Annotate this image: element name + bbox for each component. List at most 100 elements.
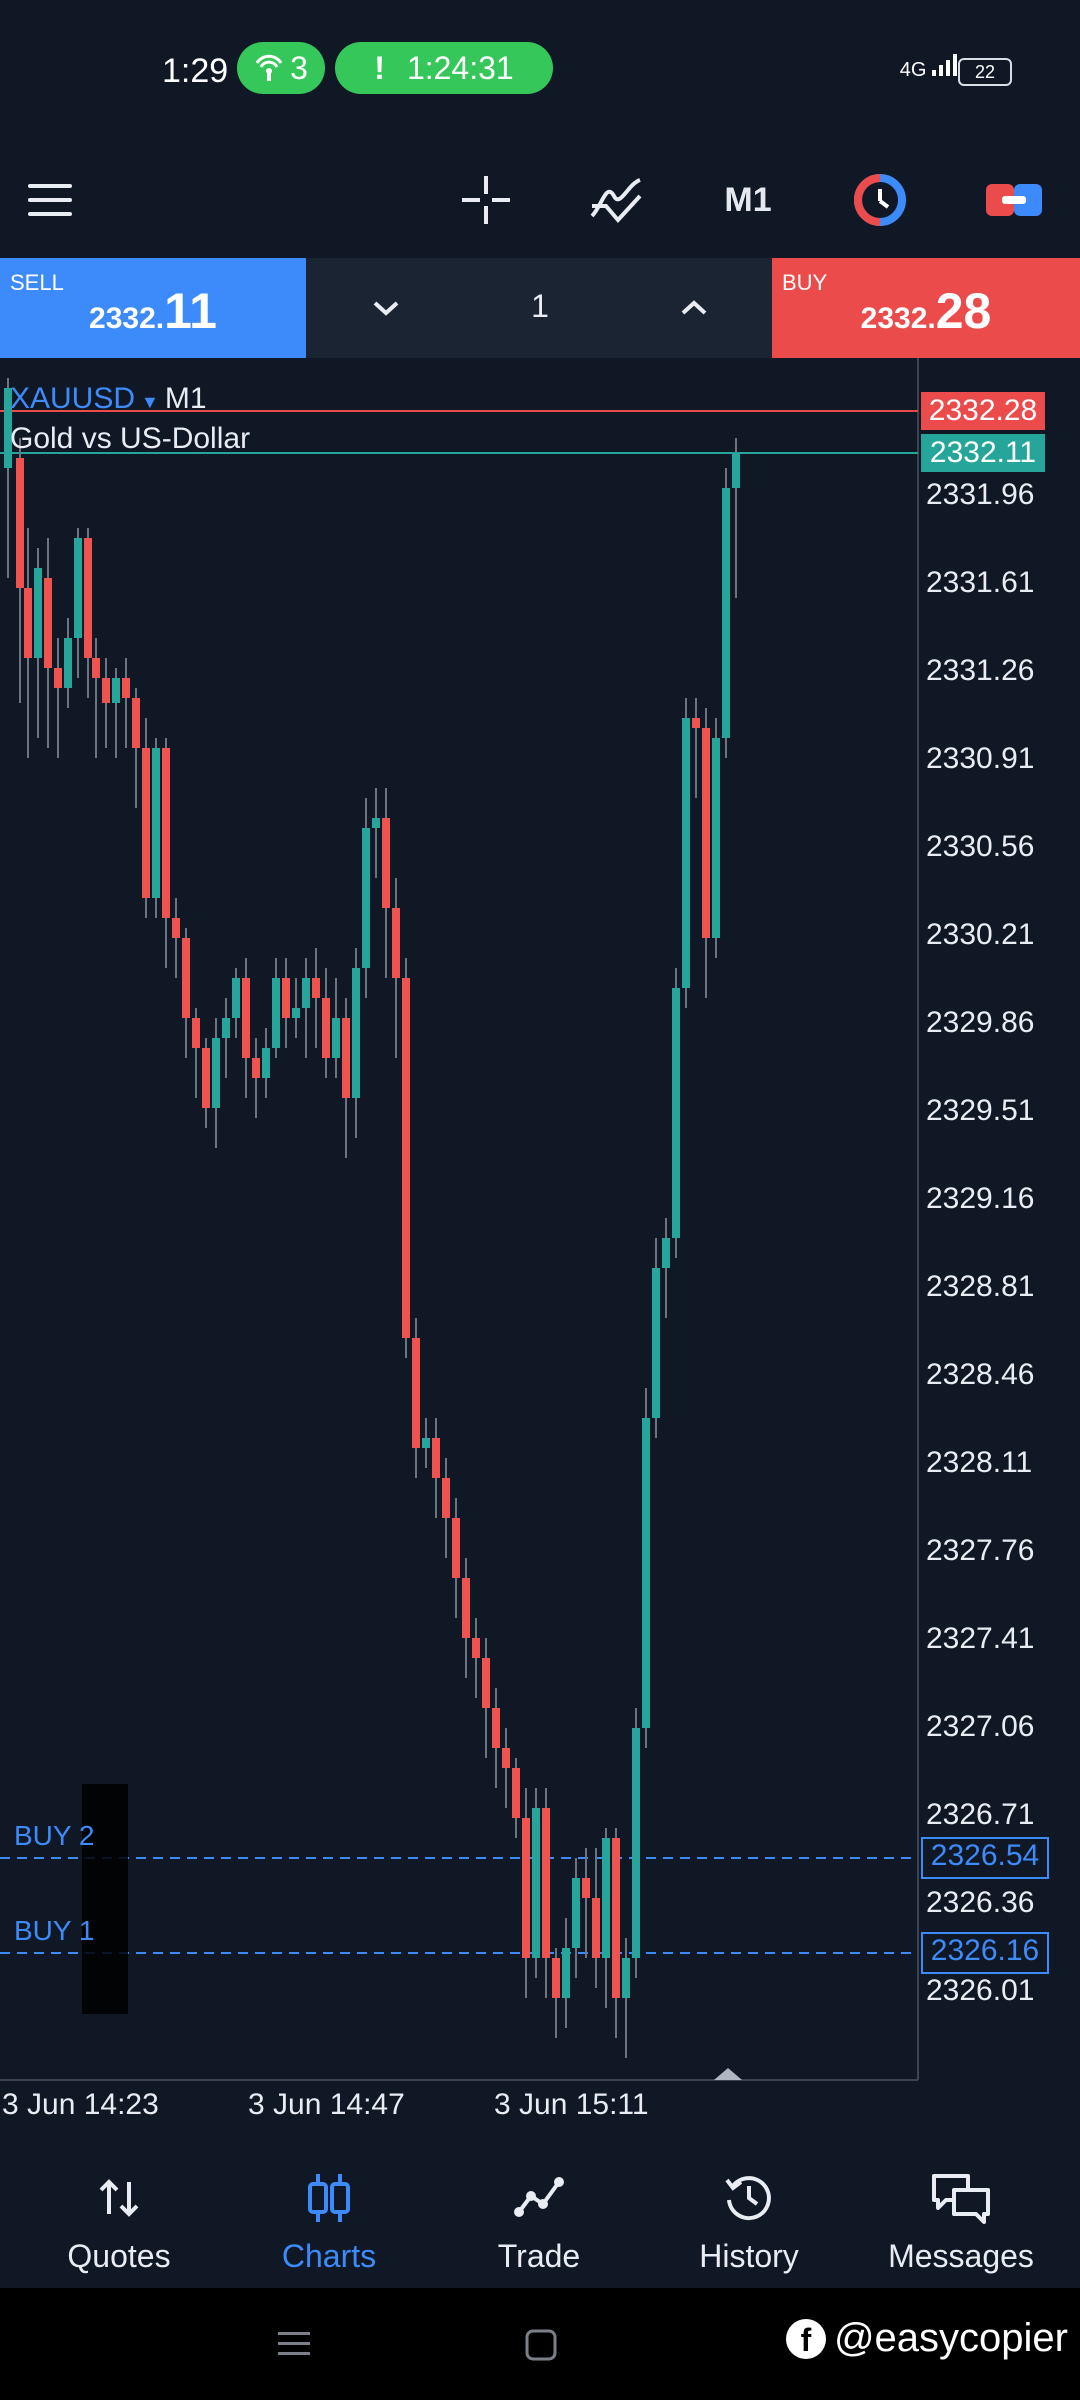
candle-body [402,978,410,1338]
nav-messages[interactable]: Messages [866,2168,1056,2275]
candle-body [532,1808,540,1958]
status-time: 1:29 [162,52,229,90]
one-click-trading-button[interactable] [844,164,916,236]
order-price-tag-buy-2: 2326.54 [921,1837,1049,1879]
hotspot-icon [255,54,283,81]
candle-body [552,1958,560,1998]
price-axis-label: 2331.96 [926,478,1035,511]
indicators-button[interactable] [580,164,652,236]
facebook-icon: f [785,2318,826,2359]
battery-indicator: 22 [958,58,1012,86]
candle-body [602,1838,610,1958]
candle-body [562,1948,570,1998]
candle-body [692,718,700,728]
trend-icon [514,2177,564,2217]
order-label-buy-2[interactable]: BUY 2 [14,1820,95,1851]
buy-button[interactable]: BUY 2332.28 [772,258,1080,358]
nav-charts-label: Charts [281,2238,377,2274]
crosshair-button[interactable] [450,164,522,236]
candle-body [262,1048,270,1078]
candle-body [252,1058,260,1078]
symbol-info[interactable]: XAUUSD ▼ M1 [10,382,207,416]
candle-body [16,458,24,588]
candle-body [64,638,72,688]
messages-icon [932,2174,990,2224]
nav-trade-label: Trade [497,2238,581,2274]
nav-history[interactable]: History [654,2168,844,2275]
candle-body [232,978,240,1018]
hotspot-count: 3 [290,49,308,86]
candle-body [312,978,320,998]
candlestick-plot [0,358,919,2081]
candle-body [672,988,680,1238]
time-axis-label: 3 Jun 14:23 [2,2088,159,2121]
sell-price-main: 2332. [89,302,165,335]
nav-quotes-label: Quotes [67,2238,171,2274]
nav-charts[interactable]: Charts [234,2168,424,2275]
candle-body [122,678,130,698]
sell-button[interactable]: SELL 2332.11 [0,258,306,358]
timeframe-button[interactable]: M1 [712,164,784,236]
lot-decrease-button[interactable] [354,276,418,340]
candle-body [512,1768,520,1818]
price-chart[interactable]: XAUUSD ▼ M1 Gold vs US-Dollar 2332.28 2332… [0,358,1080,2100]
order-price-tag-buy-1: 2326.16 [921,1932,1049,1974]
candle-body [632,1728,640,1958]
chevron-up-icon [681,300,707,315]
buy-price-pips: 28 [935,283,992,339]
one-click-icon [854,174,906,226]
candle-body [482,1658,490,1708]
arrows-updown-icon [99,2179,139,2217]
candle-body [352,968,360,1098]
candle-body [442,1478,450,1518]
nav-trade[interactable]: Trade [444,2168,634,2275]
candle-body [192,1018,200,1048]
price-axis-label: 2328.46 [926,1358,1035,1391]
chart-toolbar: M1 [0,140,1080,260]
candle-body [372,818,380,828]
candle-body [292,1008,300,1018]
candle-body [382,818,390,908]
candle-body [582,1878,590,1898]
nav-quotes[interactable]: Quotes [24,2168,214,2275]
recent-apps-icon[interactable] [276,2328,312,2360]
candle-body [422,1438,430,1448]
candle-body [162,748,170,918]
order-label-buy-1[interactable]: BUY 1 [14,1915,95,1946]
call-timer: 1:24:31 [406,49,514,86]
trade-panel-icon [986,184,1042,216]
trade-panel-button[interactable] [978,164,1050,236]
candle-body [44,578,52,668]
watermark-text: @easycopier [833,2316,1068,2360]
candle-body [282,978,290,1018]
indicators-icon [590,178,642,224]
candle-body [502,1748,510,1768]
lot-size-input[interactable]: 1 [531,288,549,324]
candle-body [612,1838,620,1998]
candle-body [342,1018,350,1098]
symbol-dropdown-icon: ▼ [141,392,159,412]
candle-body [92,658,100,678]
system-navigation-bar: f @easycopier [0,2288,1080,2400]
candle-body [332,1018,340,1058]
lot-increase-button[interactable] [662,276,726,340]
candle-body [542,1808,550,1958]
sell-price-pips: 11 [164,283,217,339]
candle-body [322,998,330,1058]
candle-body [182,938,190,1018]
candle-body [152,748,160,898]
nav-messages-label: Messages [888,2238,1034,2274]
home-icon[interactable] [524,2328,558,2362]
candle-body [4,388,12,468]
candle-body [522,1818,530,1958]
candle-body [84,538,92,658]
symbol-name: XAUUSD [10,382,136,415]
price-axis-label: 2330.21 [926,918,1035,951]
symbol-timeframe: M1 [164,382,207,415]
candle-body [202,1048,210,1108]
nav-history-label: History [699,2238,799,2274]
ask-price-tag: 2332.28 [921,392,1045,430]
candle-body [702,728,710,938]
menu-button[interactable] [14,164,86,236]
candle-body [452,1518,460,1578]
